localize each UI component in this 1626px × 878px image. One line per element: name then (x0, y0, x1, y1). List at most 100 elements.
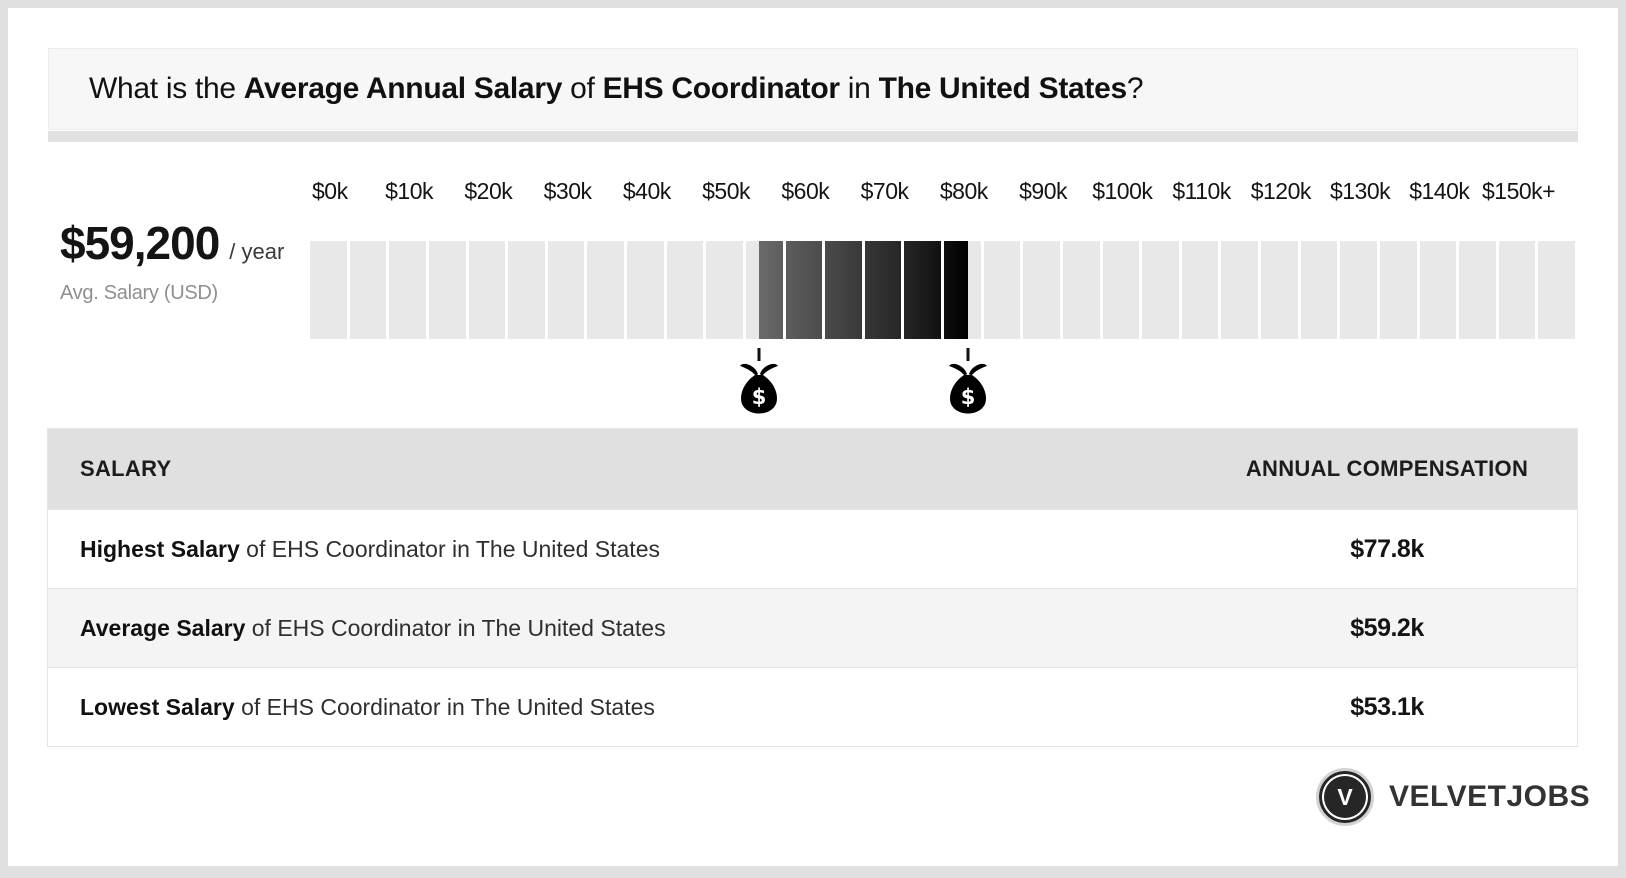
scale-cell (1062, 241, 1100, 339)
scale-cell (587, 241, 624, 339)
scale-cell-gap (1059, 241, 1063, 339)
scale-tick-label: $130k (1329, 178, 1391, 204)
title-run-bold: The United States (878, 72, 1128, 105)
scale-cell-gap (386, 241, 390, 339)
table-row: Lowest Salary of EHS Coordinator in The … (48, 667, 1577, 746)
salary-scale: $0k $10k $20k $30k $40k $50k $60k $70k $80k $90k $… (310, 176, 1578, 416)
scale-cell (1181, 241, 1219, 339)
title-run-bold: Average Annual Salary (243, 72, 563, 105)
scale-cell-gap (465, 241, 469, 339)
average-salary-period: / year (229, 239, 285, 264)
scale-cell-gap (1456, 241, 1460, 339)
scale-tick-label: $90k (1019, 178, 1067, 204)
scale-cell (547, 241, 585, 339)
scale-cell (468, 241, 506, 339)
row-value: $59.2k (1350, 613, 1424, 642)
average-salary-summary: $59,200 / year Avg. Salary (USD) (60, 216, 310, 305)
scale-cell-gap (941, 241, 944, 339)
row-label-strong: Lowest Salary (80, 693, 235, 720)
title-run: ? (1126, 72, 1144, 105)
salary-table-body: Highest Salary of EHS Coordinator in The… (48, 509, 1577, 746)
scale-cell (310, 241, 347, 339)
scale-cell (1459, 241, 1496, 339)
scale-cell-gap (1495, 241, 1499, 339)
scale-tick-label: $30k (543, 178, 592, 204)
row-label-rest: of EHS Coordinator in The United States (245, 614, 666, 641)
scale-tick-label: $110k (1172, 178, 1231, 204)
scale-cell-gap (624, 241, 627, 339)
infographic-title: What is the Average Annual Salary of EHS… (89, 72, 1144, 106)
table-row: Highest Salary of EHS Coordinator in The… (48, 509, 1577, 588)
scale-cell-gap (1297, 241, 1301, 339)
scale-cell-gap (1376, 241, 1380, 339)
row-value: $53.1k (1350, 692, 1424, 721)
scale-cell (627, 241, 664, 339)
row-label: Average Salary of EHS Coordinator in The… (48, 615, 1197, 642)
column-header-salary: SALARY (80, 456, 172, 481)
scale-cell-gap (1416, 241, 1420, 339)
scale-tick-label: $100k (1092, 178, 1153, 204)
velvetjobs-logo-icon: V (1316, 768, 1374, 826)
scale-cell-gap (861, 241, 865, 339)
scale-cell-gap (584, 241, 588, 339)
row-value: $77.8k (1350, 534, 1424, 563)
title-run-bold: EHS Coordinator (602, 72, 840, 105)
scale-cell-gap (425, 241, 429, 339)
scale-cell-gap (822, 241, 826, 339)
title-run: of (562, 72, 603, 105)
range-tick-highest (966, 348, 970, 361)
scale-cell-gap (346, 241, 350, 339)
money-bag-highest-icon: $ (945, 362, 991, 414)
scale-cell (1498, 241, 1536, 339)
scale-cell-gap (1139, 241, 1143, 339)
salary-table: SALARY ANNUAL COMPENSATION Highest Salar… (47, 428, 1578, 747)
scale-cell-gap (505, 241, 509, 339)
svg-text:$: $ (960, 385, 975, 409)
title-run: What is the (89, 72, 244, 105)
scale-cell-gap (980, 241, 984, 339)
average-salary-caption: Avg. Salary (USD) (60, 282, 218, 304)
scale-cell (349, 241, 387, 339)
row-label-rest: of EHS Coordinator in The United States (239, 535, 660, 562)
scale-cell (1221, 241, 1258, 339)
scale-cell (983, 241, 1021, 339)
scale-tick-label: $0k (312, 178, 348, 204)
scale-cell-gap (1218, 241, 1222, 339)
salary-table-header: SALARY ANNUAL COMPENSATION (48, 429, 1577, 509)
row-label: Lowest Salary of EHS Coordinator in The … (48, 694, 1197, 721)
money-bag-lowest-icon: $ (736, 362, 782, 414)
scale-tick-label: $50k (702, 178, 750, 204)
scale-cell (1142, 241, 1179, 339)
scale-cell-gap (1020, 241, 1024, 339)
average-salary-amount: $59,200 (60, 217, 220, 269)
scale-cell-gap (1178, 241, 1182, 339)
scale-cell-gap (663, 241, 667, 339)
scale-tick-label: $120k (1250, 178, 1312, 204)
row-label-strong: Highest Salary (80, 535, 240, 562)
range-tick-lowest (757, 348, 761, 361)
scale-cell (1102, 241, 1140, 339)
content-card: What is the Average Annual Salary of EHS… (8, 8, 1618, 866)
velvetjobs-logo: V VELVETJOBS (1316, 768, 1590, 826)
scale-cell (1538, 241, 1575, 339)
scale-cell-gap (703, 241, 707, 339)
column-header-annual-compensation: ANNUAL COMPENSATION (1245, 456, 1529, 481)
scale-tick-label: $70k (860, 178, 909, 204)
row-label-rest: of EHS Coordinator in The United States (234, 693, 655, 720)
scale-cell (1023, 241, 1060, 339)
scale-cell-gap (1258, 241, 1261, 339)
scale-cell-gap (1337, 241, 1341, 339)
scale-cell-gap (901, 241, 905, 339)
title-run: in (839, 72, 879, 105)
salary-scale-bar (310, 241, 1578, 339)
scale-cell (428, 241, 466, 339)
header-banner: What is the Average Annual Salary of EHS… (48, 48, 1578, 130)
scale-tick-label: $140k (1409, 178, 1470, 204)
scale-cell (706, 241, 743, 339)
header-banner-shadow (48, 131, 1578, 142)
scale-cell-gap (544, 241, 548, 339)
scale-tick-label: $150k+ (1482, 178, 1556, 204)
scale-tick-label: $10k (385, 178, 433, 204)
scale-cell (1340, 241, 1377, 339)
